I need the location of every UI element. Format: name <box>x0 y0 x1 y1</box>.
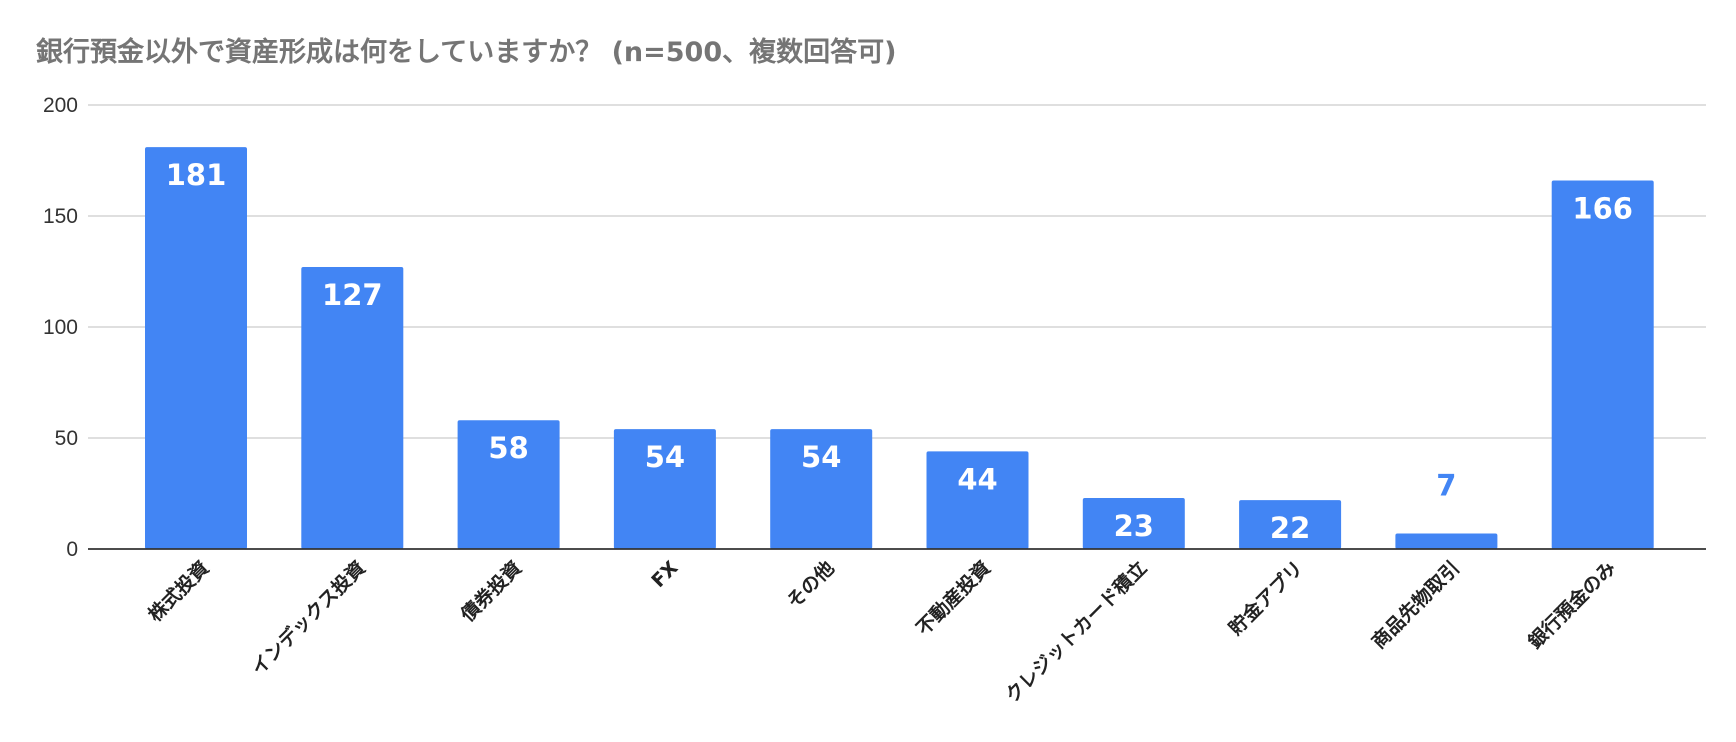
data-label: 54 <box>801 440 841 474</box>
data-label: 181 <box>166 158 227 192</box>
data-label: 127 <box>322 278 383 312</box>
category-label: 株式投資 <box>144 556 214 626</box>
data-label: 54 <box>645 440 685 474</box>
category-label: その他 <box>782 556 839 613</box>
data-label: 58 <box>488 431 528 465</box>
bar <box>1395 533 1498 549</box>
category-label: インデックス投資 <box>246 556 369 679</box>
y-tick-labels: 0 50 100 150 200 <box>43 94 78 561</box>
category-labels: 株式投資 インデックス投資 債券投資 FX その他 不動産投資 クレジットカード積立 貯金アプ… <box>144 556 1621 707</box>
bar <box>1239 500 1342 549</box>
y-tick-label: 100 <box>43 316 78 339</box>
data-label: 22 <box>1270 511 1310 545</box>
category-label: FX <box>647 557 682 592</box>
y-tick-label: 50 <box>55 427 78 450</box>
data-label: 44 <box>957 462 997 496</box>
data-label: 23 <box>1114 509 1154 543</box>
data-labels: 181 127 58 54 54 44 23 22 7 166 <box>166 158 1633 545</box>
category-label: 不動産投資 <box>912 556 995 639</box>
y-tick-label: 150 <box>43 205 78 228</box>
bars <box>145 147 1654 550</box>
data-label: 7 <box>1436 468 1456 502</box>
category-label: 債券投資 <box>455 556 526 627</box>
category-label: 商品先物取引 <box>1367 556 1464 653</box>
category-label: 銀行預金のみ <box>1523 556 1620 653</box>
bar <box>301 267 404 549</box>
bar <box>457 420 560 549</box>
data-label: 166 <box>1572 191 1633 225</box>
bar <box>1082 497 1185 549</box>
bar <box>770 429 873 549</box>
y-tick-label: 0 <box>66 538 78 561</box>
bar <box>145 147 247 549</box>
chart-title: 銀行預金以外で資産形成は何をしていますか？ (n=500、複数回答可) <box>36 37 897 68</box>
bar <box>1551 180 1654 550</box>
category-label: 貯金アプリ <box>1224 556 1307 639</box>
bar <box>613 429 716 549</box>
category-label: クレジットカード積立 <box>1001 556 1152 707</box>
y-tick-label: 200 <box>43 94 78 117</box>
bar <box>926 451 1029 549</box>
